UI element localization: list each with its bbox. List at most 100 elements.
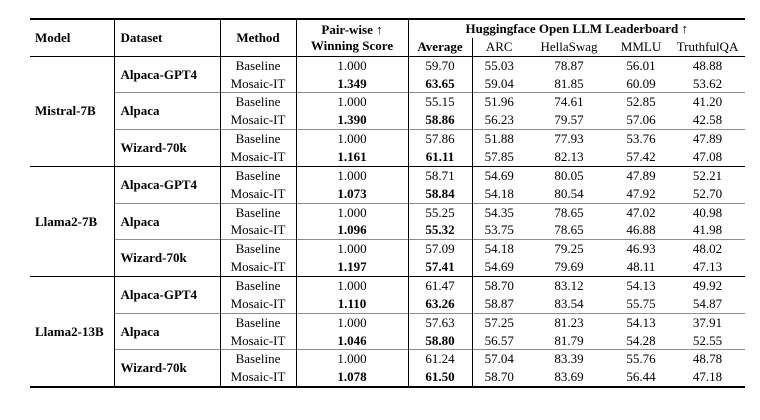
header-pairwise-line1: Pair-wise ↑ <box>321 22 383 37</box>
metric-cell-mmlu: 57.42 <box>626 149 656 165</box>
dataset-cell: Alpaca <box>113 202 220 240</box>
metric-cell-truthfulqa: 47.08 <box>692 149 723 165</box>
metric-cell-arc: 59.04 <box>471 74 526 93</box>
metric-cell-arc: 57.85 <box>471 148 526 167</box>
method-cell: Baseline <box>219 276 296 295</box>
metric-cell-truthfulqa: 47.89 <box>670 129 746 149</box>
metric-cell-mmlu: 57.06 <box>626 112 656 128</box>
dataset-cell: Alpaca-GPT4 <box>113 276 220 314</box>
dataset-cell: Wizard-70k <box>113 239 220 277</box>
metric-cell-mmlu: 46.93 <box>612 239 670 259</box>
metric-cell-arc: 58.70 <box>471 276 526 295</box>
header-metric-hellaswag: HellaSwag <box>526 37 612 57</box>
method-cell: Mosaic-IT <box>219 294 296 314</box>
metric-cell-truthfulqa: 48.78 <box>670 349 746 369</box>
method-cell: Mosaic-IT <box>219 184 296 204</box>
metric-cell-average: 59.70 <box>407 56 472 75</box>
winning-score-cell: 1.046 <box>295 331 408 350</box>
results-table: Model Dataset Method Pair-wise ↑ Winning… <box>30 18 746 389</box>
table-row: Wizard-70k Baseline 1.000 57.86 51.88 77.93 53… <box>30 129 746 167</box>
winning-score-cell: 1.000 <box>295 202 408 222</box>
metric-cell-mmlu: 55.76 <box>612 349 670 369</box>
table-row: Mosaic-IT 1.046 58.80 56.57 81.79 54.28 52.55 <box>30 331 745 350</box>
header-pairwise-winning-score: Pair-wise ↑ Winning Score <box>295 19 408 57</box>
method-cell: Baseline <box>219 349 296 369</box>
header-metric-arc: ARC <box>471 37 526 57</box>
metric-cell-truthfulqa: 52.21 <box>670 165 746 185</box>
metric-cell-truthfulqa: 37.91 <box>670 312 746 332</box>
metric-cell-hellaswag: 78.65 <box>554 222 584 238</box>
metric-cell-truthfulqa: 52.70 <box>692 185 723 201</box>
metric-cell-truthfulqa: 48.02 <box>670 239 746 259</box>
metric-cell-hellaswag: 83.39 <box>526 349 612 369</box>
dataset-cell: Alpaca <box>113 92 220 130</box>
metric-cell-mmlu: 47.02 <box>612 202 670 222</box>
method-cell: Mosaic-IT <box>219 148 296 167</box>
metric-cell-hellaswag: 74.61 <box>526 92 612 112</box>
winning-score-cell: 1.000 <box>295 312 408 332</box>
metric-cell-truthfulqa: 41.98 <box>692 222 723 238</box>
metric-cell-arc: 55.03 <box>471 56 526 75</box>
winning-score-cell: 1.000 <box>295 239 408 259</box>
header-model: Model <box>30 19 114 57</box>
metric-cell-hellaswag: 81.79 <box>554 332 584 348</box>
metric-cell-arc: 54.69 <box>471 165 526 185</box>
table-row: Mosaic-IT 1.390 58.86 56.23 79.57 57.06 42.58 <box>30 111 745 130</box>
header-dataset: Dataset <box>113 19 220 57</box>
metric-cell-arc: 54.18 <box>471 184 526 204</box>
metric-cell-arc: 57.04 <box>471 349 526 369</box>
metric-cell-hellaswag: 83.69 <box>554 369 584 385</box>
method-cell: Baseline <box>219 129 296 149</box>
metric-cell-mmlu: 60.09 <box>626 75 656 91</box>
method-cell: Baseline <box>219 202 296 222</box>
metric-cell-arc: 57.25 <box>471 312 526 332</box>
winning-score-cell: 1.078 <box>295 368 408 388</box>
winning-score-cell: 1.197 <box>295 258 408 277</box>
metric-cell-average: 57.41 <box>407 258 472 277</box>
table-row: Mosaic-IT 1.349 63.65 59.04 81.85 60.09 53.62 <box>30 74 745 93</box>
dataset-cell: Alpaca-GPT4 <box>113 56 220 93</box>
dataset-cell: Alpaca <box>113 312 220 350</box>
dataset-cell: Alpaca-GPT4 <box>113 165 220 204</box>
metric-cell-average: 58.80 <box>407 331 472 350</box>
metric-cell-average: 57.09 <box>407 239 472 259</box>
metric-cell-hellaswag: 80.54 <box>554 185 584 201</box>
header-metric-truthfulqa: TruthfulQA <box>670 37 746 57</box>
method-cell: Mosaic-IT <box>219 331 296 350</box>
table-row: Mosaic-IT 1.110 63.26 58.87 83.54 55.75 54.87 <box>30 294 745 314</box>
metric-cell-arc: 51.88 <box>471 129 526 149</box>
table-row: Alpaca Baseline 1.000 57.63 57.25 81.23 54.13 3… <box>30 312 746 350</box>
winning-score-cell: 1.000 <box>295 56 408 75</box>
metric-cell-arc: 56.57 <box>471 331 526 350</box>
metric-cell-average: 58.71 <box>407 165 472 185</box>
metric-cell-mmlu: 54.13 <box>612 312 670 332</box>
table-row: Alpaca Baseline 1.000 55.25 54.35 78.65 47.02 4… <box>30 202 746 240</box>
metric-cell-hellaswag: 83.54 <box>554 295 584 311</box>
metric-cell-average: 61.24 <box>407 349 472 369</box>
metric-cell-truthfulqa: 54.87 <box>692 295 723 311</box>
method-cell: Mosaic-IT <box>219 221 296 240</box>
metric-cell-average: 61.11 <box>407 148 472 167</box>
table-row: Mosaic-IT 1.096 55.32 53.75 78.65 46.88 41.98 <box>30 221 745 240</box>
winning-score-cell: 1.000 <box>295 92 408 112</box>
table-body: Mistral-7B Alpaca-GPT4 Baseline 1.000 59.70 5… <box>30 56 746 388</box>
metric-cell-average: 58.86 <box>407 111 472 130</box>
dataset-cell: Wizard-70k <box>113 349 220 388</box>
metric-cell-hellaswag: 79.69 <box>554 259 584 275</box>
metric-cell-mmlu: 46.88 <box>626 222 656 238</box>
metric-cell-truthfulqa: 42.58 <box>692 112 723 128</box>
metric-cell-average: 63.26 <box>407 294 472 314</box>
method-cell: Mosaic-IT <box>219 74 296 93</box>
metric-cell-arc: 53.75 <box>471 221 526 240</box>
metric-cell-arc: 51.96 <box>471 92 526 112</box>
metric-cell-mmlu: 47.89 <box>612 165 670 185</box>
winning-score-cell: 1.000 <box>295 276 408 295</box>
metric-cell-average: 55.32 <box>407 221 472 240</box>
winning-score-cell: 1.000 <box>295 129 408 149</box>
metric-cell-mmlu: 48.11 <box>626 259 656 275</box>
metric-cell-mmlu: 56.01 <box>626 57 656 73</box>
table-row: Mistral-7B Alpaca-GPT4 Baseline 1.000 59.70 5… <box>30 56 745 118</box>
metric-cell-average: 57.86 <box>407 129 472 149</box>
header-metric-mmlu: MMLU <box>612 37 670 57</box>
winning-score-cell: 1.096 <box>295 221 408 240</box>
